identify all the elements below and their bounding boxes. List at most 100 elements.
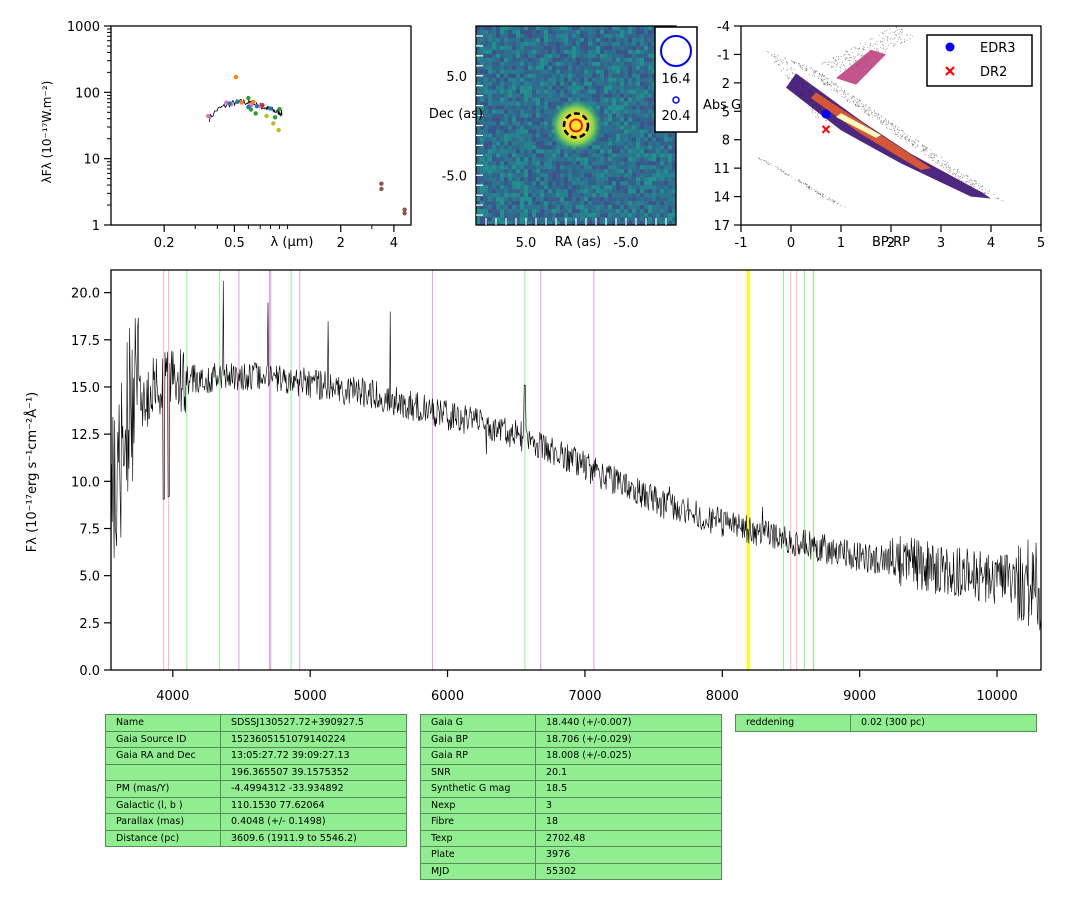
image-pixel — [652, 125, 657, 130]
image-pixel — [516, 125, 521, 130]
image-pixel — [608, 57, 613, 63]
image-pixel — [600, 33, 605, 39]
cmd-star-dot — [811, 189, 813, 191]
image-pixel — [588, 29, 593, 35]
image-pixel — [628, 185, 633, 190]
cmd-star-dot — [785, 74, 787, 76]
image-pixel — [660, 141, 665, 146]
image-pixel — [560, 161, 565, 166]
image-pixel — [504, 213, 509, 218]
image-pixel — [504, 185, 509, 190]
image-pixel — [648, 221, 653, 226]
image-pixel — [512, 117, 517, 122]
image-pixel — [580, 153, 585, 158]
image-pixel — [516, 165, 521, 170]
cmd-star-dot — [844, 65, 846, 67]
image-pixel — [480, 201, 485, 206]
image-pixel — [544, 81, 549, 86]
sed-photometry-point — [251, 99, 256, 104]
cmd-star-dot — [877, 118, 879, 120]
image-pixel — [652, 141, 657, 146]
image-pixel — [556, 217, 561, 222]
image-pixel — [536, 145, 541, 150]
image-pixel — [644, 73, 649, 79]
cmd-star-dot — [915, 139, 916, 141]
image-pixel — [632, 125, 637, 130]
image-pixel — [492, 217, 497, 222]
image-pixel — [484, 85, 489, 90]
image-pixel — [576, 33, 581, 39]
image-pixel — [512, 197, 517, 202]
image-pixel — [620, 57, 625, 63]
table-key-cell: Galactic (l, b ) — [105, 796, 221, 814]
image-pixel — [580, 26, 585, 31]
image-pixel — [496, 77, 501, 83]
cmd-star-dot — [835, 83, 837, 85]
image-pixel — [500, 157, 505, 162]
table-row: Name SDSSJ130527.72+390927.5 — [105, 714, 407, 732]
image-pixel — [524, 61, 529, 67]
image-pixel — [572, 77, 577, 83]
image-pixel — [544, 93, 549, 98]
cmd-star-dot — [788, 174, 790, 176]
image-pixel — [528, 77, 533, 83]
image-pixel — [504, 97, 509, 102]
image-pixel — [644, 81, 649, 86]
image-pixel — [532, 53, 537, 59]
image-pixel — [608, 181, 613, 186]
image-pixel — [612, 181, 617, 186]
cmd-star-dot — [934, 154, 936, 156]
image-pixel — [640, 61, 645, 67]
image-pixel — [544, 137, 549, 142]
image-pixel — [600, 189, 605, 194]
cmd-star-dot — [869, 47, 871, 49]
image-pixel — [496, 53, 501, 59]
image-pixel — [600, 29, 605, 35]
image-pixel — [520, 37, 525, 43]
cmd-star-dot — [903, 38, 905, 40]
image-pixel — [640, 177, 645, 182]
cmd-star-dot — [854, 104, 856, 106]
image-pixel — [644, 153, 649, 158]
image-pixel — [492, 133, 497, 138]
cmd-star-dot — [967, 181, 969, 183]
image-pixel — [520, 217, 525, 222]
image-pixel — [644, 49, 649, 55]
image-pixel — [540, 133, 545, 138]
image-pixel — [588, 169, 593, 174]
image-pixel — [548, 141, 553, 146]
table-key-cell: reddening — [735, 714, 851, 732]
image-pixel — [628, 45, 633, 51]
cmd-star-dot — [924, 151, 926, 153]
image-pixel — [484, 69, 489, 75]
image-pixel — [504, 129, 509, 134]
image-pixel — [548, 97, 553, 102]
cmd-star-dot — [863, 104, 865, 106]
cmd-star-dot — [819, 193, 821, 194]
image-pixel — [484, 93, 489, 98]
image-pixel — [500, 57, 505, 63]
image-pixel — [528, 213, 533, 218]
image-pixel — [644, 157, 649, 162]
image-pixel — [576, 189, 581, 194]
image-pixel — [508, 101, 513, 106]
cmd-star-dot — [830, 62, 832, 64]
image-pixel — [476, 85, 481, 90]
image-pixel — [568, 185, 573, 190]
cmd-star-dot — [894, 127, 896, 129]
image-pixel — [660, 173, 665, 178]
image-y-tick-label: 5.0 — [446, 70, 467, 85]
image-pixel — [664, 209, 669, 214]
image-pixel — [600, 165, 605, 170]
image-pixel — [552, 97, 557, 102]
image-pixel — [652, 81, 657, 86]
cmd-star-dot — [981, 185, 982, 187]
cmd-star-dot — [764, 160, 766, 162]
cmd-star-dot — [832, 199, 834, 201]
cmd-star-dot — [957, 175, 959, 177]
image-pixel — [556, 61, 561, 67]
image-pixel — [596, 97, 601, 102]
table-value-cell: 3 — [535, 796, 722, 814]
table-key-cell: Gaia Source ID — [105, 730, 221, 748]
image-pixel — [612, 41, 617, 47]
